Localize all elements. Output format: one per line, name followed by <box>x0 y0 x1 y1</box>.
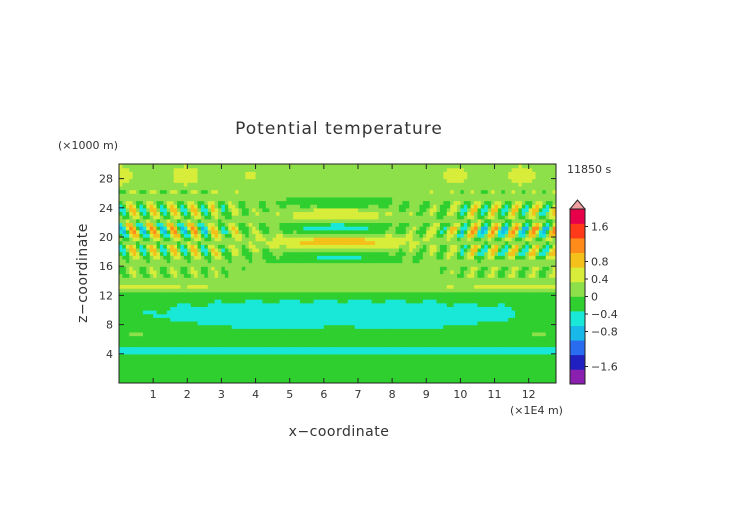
colorbar-segment <box>570 238 585 254</box>
colorbar-segment <box>570 252 585 268</box>
colorbar-segment <box>570 325 585 341</box>
y-tick-label: 12 <box>99 289 113 302</box>
colorbar-segment <box>570 209 585 224</box>
x-tick-label: 5 <box>286 388 293 401</box>
colorbar-over-arrow <box>568 199 587 210</box>
colorbar-segment <box>570 354 585 370</box>
x-tick-label: 2 <box>184 388 191 401</box>
colorbar-segment <box>570 267 585 283</box>
plot-frame <box>118 163 557 384</box>
time-label: 11850 s <box>567 163 611 176</box>
y-tick-label: 8 <box>106 319 113 332</box>
x-tick-label: 7 <box>354 388 361 401</box>
heatmap-field <box>119 164 556 383</box>
x-tick-label: 1 <box>150 388 157 401</box>
colorbar-segment <box>570 369 585 385</box>
y-tick-label: 24 <box>99 202 113 215</box>
y-tick-label: 16 <box>99 260 113 273</box>
x-tick-label: 9 <box>423 388 430 401</box>
y-tick-label: 28 <box>99 173 113 186</box>
colorbar-segment <box>570 340 585 356</box>
colorbar-tick-label: 0.8 <box>591 256 609 269</box>
x-tick-label: 4 <box>252 388 259 401</box>
y-unit-label: (×1000 m) <box>58 139 118 152</box>
colorbar-segment <box>570 311 585 326</box>
colorbar-tick-label: −0.4 <box>591 308 618 321</box>
x-unit-label: (×1E4 m) <box>510 404 563 417</box>
colorbar-tick-label: −1.6 <box>591 361 618 374</box>
x-tick-label: 6 <box>320 388 327 401</box>
colorbar-tick-label: 1.6 <box>591 221 609 234</box>
chart-title: Potential temperature <box>235 119 443 139</box>
colorbar-segment <box>570 296 585 312</box>
x-tick-label: 10 <box>453 388 467 401</box>
x-axis-title: x−coordinate <box>289 424 390 440</box>
y-axis: 4 8 12 16 20 24 28 <box>99 173 556 361</box>
x-tick-label: 3 <box>218 388 225 401</box>
colorbar-tick-label: 0 <box>591 291 598 304</box>
colorbar-segment <box>570 281 585 297</box>
x-tick-label: 11 <box>488 388 502 401</box>
y-tick-label: 20 <box>99 231 113 244</box>
y-axis-title: z−coordinate <box>75 223 91 323</box>
colorbar-segment <box>570 223 585 239</box>
x-axis: 1 2 3 4 5 6 7 8 9 10 11 12 <box>150 164 536 401</box>
colorbar-tick-label: −0.8 <box>591 326 618 339</box>
x-tick-label: 8 <box>389 388 396 401</box>
colorbar-tick-label: 0.4 <box>591 273 609 286</box>
colorbar: 1.6 0.8 0.4 0 −0.4 −0.8 −1.6 <box>568 199 618 385</box>
x-tick-label: 12 <box>522 388 536 401</box>
y-tick-label: 4 <box>106 348 113 361</box>
